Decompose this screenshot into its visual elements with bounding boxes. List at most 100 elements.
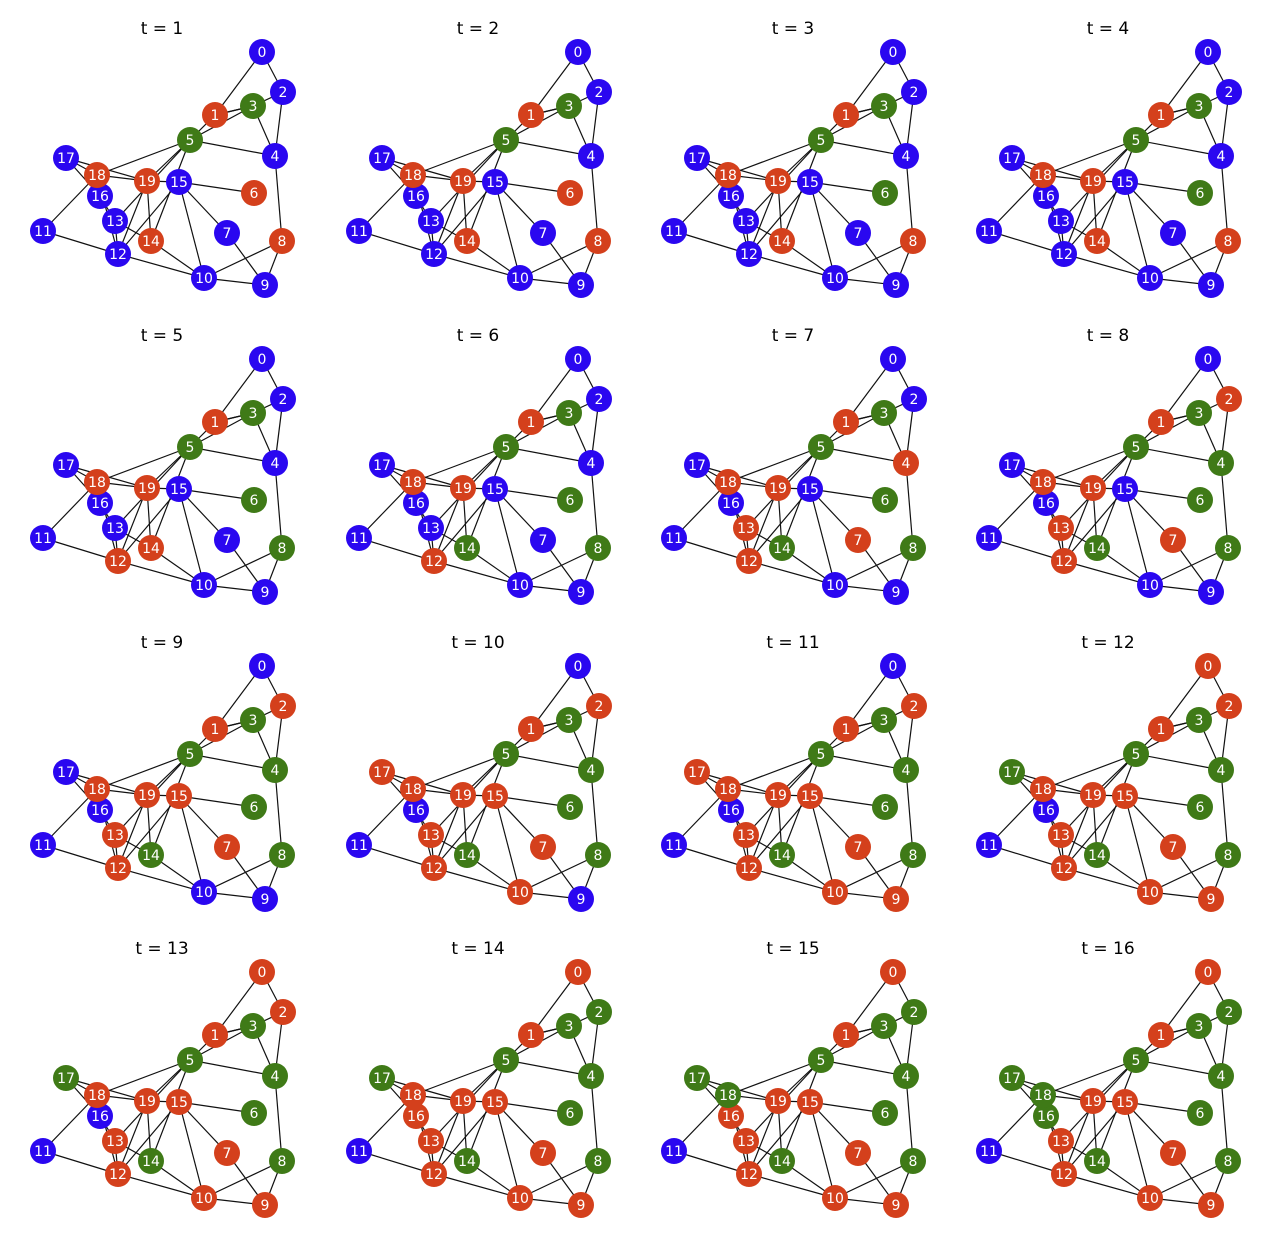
graph-node-2: 2 [586, 79, 612, 105]
node-label: 4 [1217, 149, 1226, 165]
node-label: 10 [1141, 271, 1159, 287]
graph-edge [117, 795, 180, 869]
node-circle [1033, 797, 1059, 823]
graph-node-15: 15 [797, 783, 823, 809]
graph-edge [1135, 139, 1222, 157]
node-circle [901, 999, 927, 1025]
graph-node-7: 7 [530, 834, 556, 860]
node-label: 3 [565, 99, 574, 115]
node-circle [556, 400, 582, 426]
node-circle [733, 208, 759, 234]
graph-edge [905, 1075, 914, 1162]
node-label: 16 [91, 496, 109, 512]
node-circle [214, 220, 240, 246]
node-circle [1186, 707, 1212, 733]
node-label: 6 [881, 800, 890, 816]
network-panel: t = 4 0 1 2 3 4 5 6 7 8 9 10 11 12 13 14 15 16 17 18 19 [946, 0, 1246, 300]
node-label: 2 [595, 699, 604, 715]
node-circle [1160, 1140, 1186, 1166]
node-circle [736, 241, 762, 267]
node-circle [214, 527, 240, 553]
node-circle [578, 143, 604, 169]
node-label: 4 [587, 456, 596, 472]
node-circle [269, 228, 295, 254]
graph-node-12: 12 [105, 1161, 131, 1187]
node-label: 3 [249, 713, 258, 729]
node-label: 6 [566, 800, 575, 816]
node-label: 10 [195, 578, 213, 594]
graph-edge [433, 180, 464, 255]
graph-node-6: 6 [872, 180, 898, 206]
graph-node-2: 2 [270, 693, 296, 719]
node-label: 3 [249, 406, 258, 422]
graph-edge [117, 487, 148, 562]
node-label: 14 [773, 1154, 791, 1170]
graph-edge [117, 560, 205, 586]
node-circle [976, 1138, 1002, 1164]
node-circle [177, 741, 203, 767]
node-label: 4 [902, 763, 911, 779]
node-label: 8 [909, 848, 918, 864]
graph-node-4: 4 [578, 450, 604, 476]
node-label: 9 [261, 585, 270, 601]
node-label: 10 [1141, 578, 1159, 594]
network-panel: t = 3 0 1 2 3 4 5 6 7 8 9 10 11 12 13 14 15 16 17 18 19 [631, 0, 931, 300]
node-circle [1048, 208, 1074, 234]
graph-node-1: 1 [833, 409, 859, 435]
graph-edge [1042, 753, 1137, 790]
graph-node-1: 1 [202, 102, 228, 128]
graph-node-18: 18 [84, 776, 110, 802]
graph-node-1: 1 [833, 716, 859, 742]
node-label: 11 [980, 531, 998, 547]
graph-node-13: 13 [418, 208, 444, 234]
node-circle [880, 653, 906, 679]
node-circle [1148, 409, 1174, 435]
node-circle [1033, 1103, 1059, 1129]
node-label: 17 [688, 458, 706, 474]
node-label: 16 [722, 1109, 740, 1125]
node-label: 17 [57, 765, 75, 781]
node-label: 0 [258, 45, 267, 61]
node-label: 13 [737, 521, 755, 537]
node-label: 18 [404, 1088, 422, 1104]
node-circle [1195, 346, 1221, 372]
graph-node-6: 6 [557, 180, 583, 206]
node-circle [1215, 228, 1241, 254]
graph-node-9: 9 [1198, 886, 1224, 912]
graph-node-0: 0 [880, 346, 906, 372]
graph-node-9: 9 [568, 1192, 594, 1218]
node-label: 10 [826, 885, 844, 901]
node-circle [214, 1140, 240, 1166]
graph-node-6: 6 [241, 794, 267, 820]
graph-node-18: 18 [1030, 162, 1056, 188]
node-label: 5 [502, 1053, 511, 1069]
node-label: 3 [1195, 99, 1204, 115]
graph-node-16: 16 [87, 1103, 113, 1129]
graph-node-9: 9 [252, 272, 278, 298]
panel-title: t = 3 [772, 19, 815, 39]
node-circle [556, 1013, 582, 1039]
node-circle [102, 822, 128, 848]
node-circle [1186, 93, 1212, 119]
graph-edge [117, 867, 205, 893]
node-label: 9 [577, 892, 586, 908]
node-circle [976, 525, 1002, 551]
graph-node-13: 13 [102, 208, 128, 234]
node-circle [557, 487, 583, 513]
graph-node-10: 10 [1137, 572, 1163, 598]
node-label: 11 [665, 224, 683, 240]
node-circle [872, 1100, 898, 1126]
node-circle [1148, 102, 1174, 128]
graph-edge [1124, 181, 1151, 279]
graph-edge [519, 1160, 599, 1199]
node-circle [880, 346, 906, 372]
graph-edge [494, 1101, 521, 1199]
graph-edge [1149, 854, 1229, 893]
graph-edge [519, 240, 599, 279]
node-label: 8 [278, 1154, 287, 1170]
graph-node-8: 8 [1215, 1148, 1241, 1174]
graph-node-10: 10 [1137, 265, 1163, 291]
graph-edge [42, 230, 119, 255]
